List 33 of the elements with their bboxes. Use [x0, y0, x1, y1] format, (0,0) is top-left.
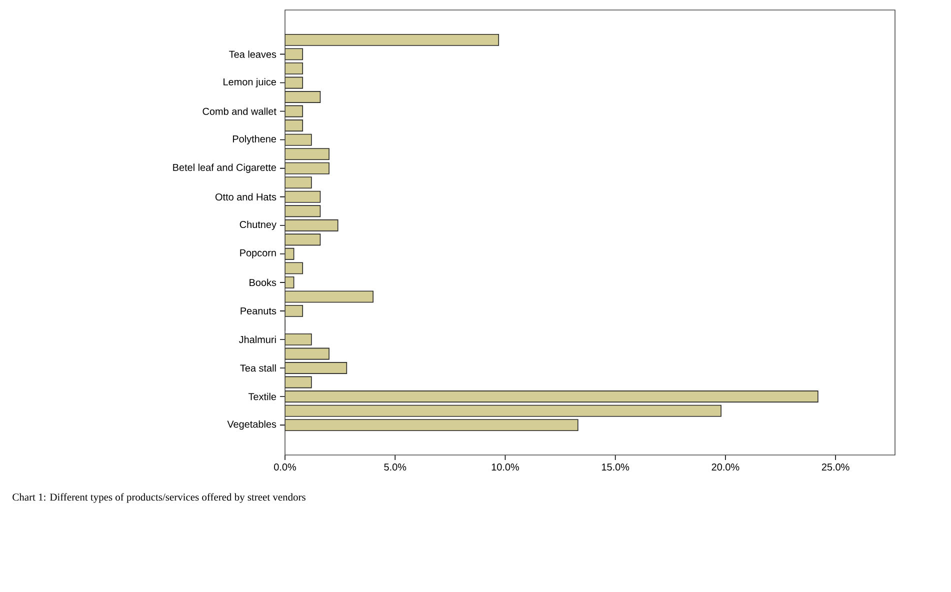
bar	[285, 376, 312, 388]
y-tick-label: Peanuts	[240, 307, 276, 314]
bar	[285, 234, 321, 246]
bar	[285, 205, 321, 218]
y-tick-label: Betel leaf and Cigarette	[173, 164, 276, 173]
y-tick-label: Popcorn	[240, 249, 276, 258]
bar	[285, 390, 818, 402]
x-tick-label: 15.0%	[602, 464, 630, 471]
x-tick-label: 25.0%	[822, 464, 850, 471]
bar	[285, 162, 330, 174]
y-tick-label: Comb and wallet	[202, 108, 276, 115]
x-tick-label: 0.0%	[274, 464, 296, 471]
bar	[285, 404, 722, 417]
x-tick-label: 5.0%	[384, 464, 406, 471]
y-tick-label: Textile	[248, 392, 276, 400]
bar	[285, 134, 312, 146]
bar	[285, 348, 330, 360]
y-tick-label: Lemon juice	[224, 78, 276, 88]
y-tick-label: Chutney	[240, 220, 276, 230]
y-tick-label: Books	[250, 278, 276, 286]
bar	[285, 219, 338, 232]
bar	[285, 290, 374, 303]
x-tick-label: 20.0%	[712, 464, 740, 471]
y-tick-label: Jhalmuri	[238, 336, 276, 344]
y-tick-label: Tea leaves	[229, 50, 276, 58]
bar	[285, 190, 321, 203]
caption: Chart 1: Different types of products/services offered by street vendors	[12, 493, 306, 503]
y-tick-label: Polythene	[232, 135, 276, 144]
bar	[285, 419, 578, 432]
y-tick-label: Vegetables	[227, 420, 276, 430]
x-tick-label: 10.0%	[492, 464, 519, 471]
y-tick-label: Otto and Hats	[215, 193, 276, 200]
y-tick-label: Tea stall	[240, 364, 276, 372]
